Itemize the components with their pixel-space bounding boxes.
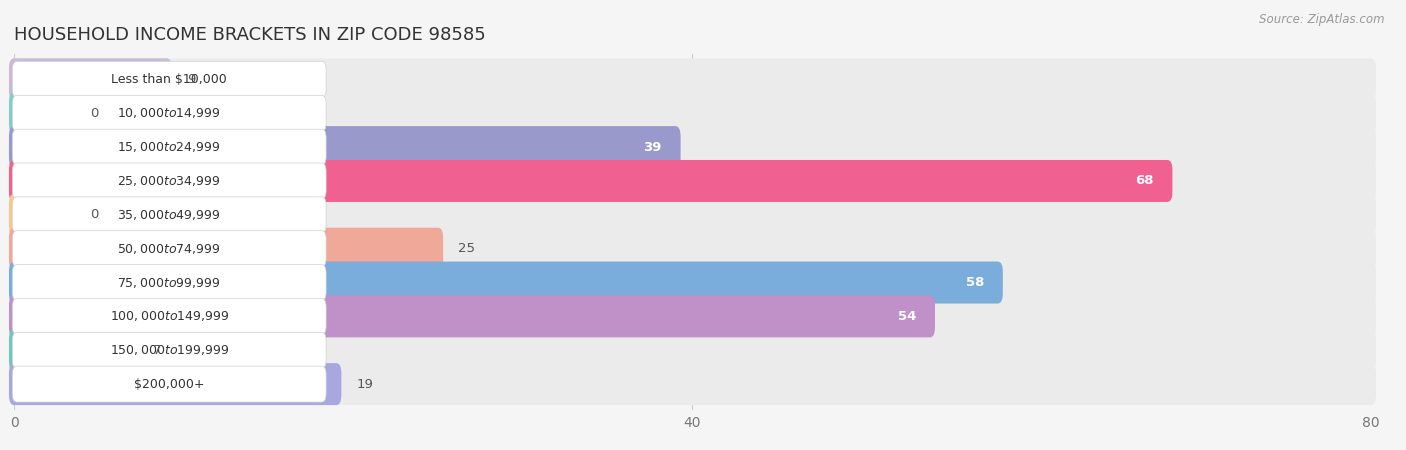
Text: Source: ZipAtlas.com: Source: ZipAtlas.com (1260, 14, 1385, 27)
FancyBboxPatch shape (13, 95, 326, 131)
FancyBboxPatch shape (8, 58, 1376, 100)
Text: 9: 9 (187, 73, 195, 86)
FancyBboxPatch shape (8, 295, 1376, 338)
FancyBboxPatch shape (13, 129, 326, 165)
Text: HOUSEHOLD INCOME BRACKETS IN ZIP CODE 98585: HOUSEHOLD INCOME BRACKETS IN ZIP CODE 98… (14, 26, 486, 44)
FancyBboxPatch shape (13, 62, 326, 97)
Text: 0: 0 (90, 208, 98, 221)
Text: $75,000 to $99,999: $75,000 to $99,999 (118, 275, 221, 289)
FancyBboxPatch shape (13, 298, 326, 334)
Text: $10,000 to $14,999: $10,000 to $14,999 (118, 106, 221, 120)
Text: $25,000 to $34,999: $25,000 to $34,999 (118, 174, 221, 188)
FancyBboxPatch shape (8, 228, 1376, 270)
Text: $200,000+: $200,000+ (134, 378, 204, 391)
FancyBboxPatch shape (8, 58, 172, 100)
FancyBboxPatch shape (8, 126, 681, 168)
FancyBboxPatch shape (8, 92, 1376, 134)
FancyBboxPatch shape (8, 160, 1173, 202)
FancyBboxPatch shape (8, 363, 1376, 405)
Text: 39: 39 (644, 140, 662, 153)
FancyBboxPatch shape (8, 261, 1002, 304)
FancyBboxPatch shape (8, 295, 935, 338)
FancyBboxPatch shape (8, 92, 79, 134)
FancyBboxPatch shape (13, 163, 326, 199)
Text: $15,000 to $24,999: $15,000 to $24,999 (118, 140, 221, 154)
FancyBboxPatch shape (13, 265, 326, 301)
Text: Less than $10,000: Less than $10,000 (111, 73, 228, 86)
Text: $150,000 to $199,999: $150,000 to $199,999 (110, 343, 229, 357)
FancyBboxPatch shape (13, 366, 326, 402)
Text: 25: 25 (458, 242, 475, 255)
FancyBboxPatch shape (13, 231, 326, 266)
FancyBboxPatch shape (8, 329, 1376, 371)
Text: 58: 58 (966, 276, 984, 289)
Text: $50,000 to $74,999: $50,000 to $74,999 (118, 242, 221, 256)
FancyBboxPatch shape (8, 194, 79, 236)
FancyBboxPatch shape (8, 329, 138, 371)
FancyBboxPatch shape (8, 228, 443, 270)
Text: 0: 0 (90, 107, 98, 120)
Text: 7: 7 (153, 344, 162, 357)
FancyBboxPatch shape (13, 332, 326, 368)
Text: $100,000 to $149,999: $100,000 to $149,999 (110, 310, 229, 324)
FancyBboxPatch shape (8, 261, 1376, 304)
Text: 54: 54 (898, 310, 917, 323)
FancyBboxPatch shape (8, 126, 1376, 168)
FancyBboxPatch shape (8, 160, 1376, 202)
FancyBboxPatch shape (8, 363, 342, 405)
FancyBboxPatch shape (13, 197, 326, 233)
FancyBboxPatch shape (8, 194, 1376, 236)
Text: 68: 68 (1135, 175, 1154, 188)
Text: $35,000 to $49,999: $35,000 to $49,999 (118, 208, 221, 222)
Text: 19: 19 (357, 378, 374, 391)
